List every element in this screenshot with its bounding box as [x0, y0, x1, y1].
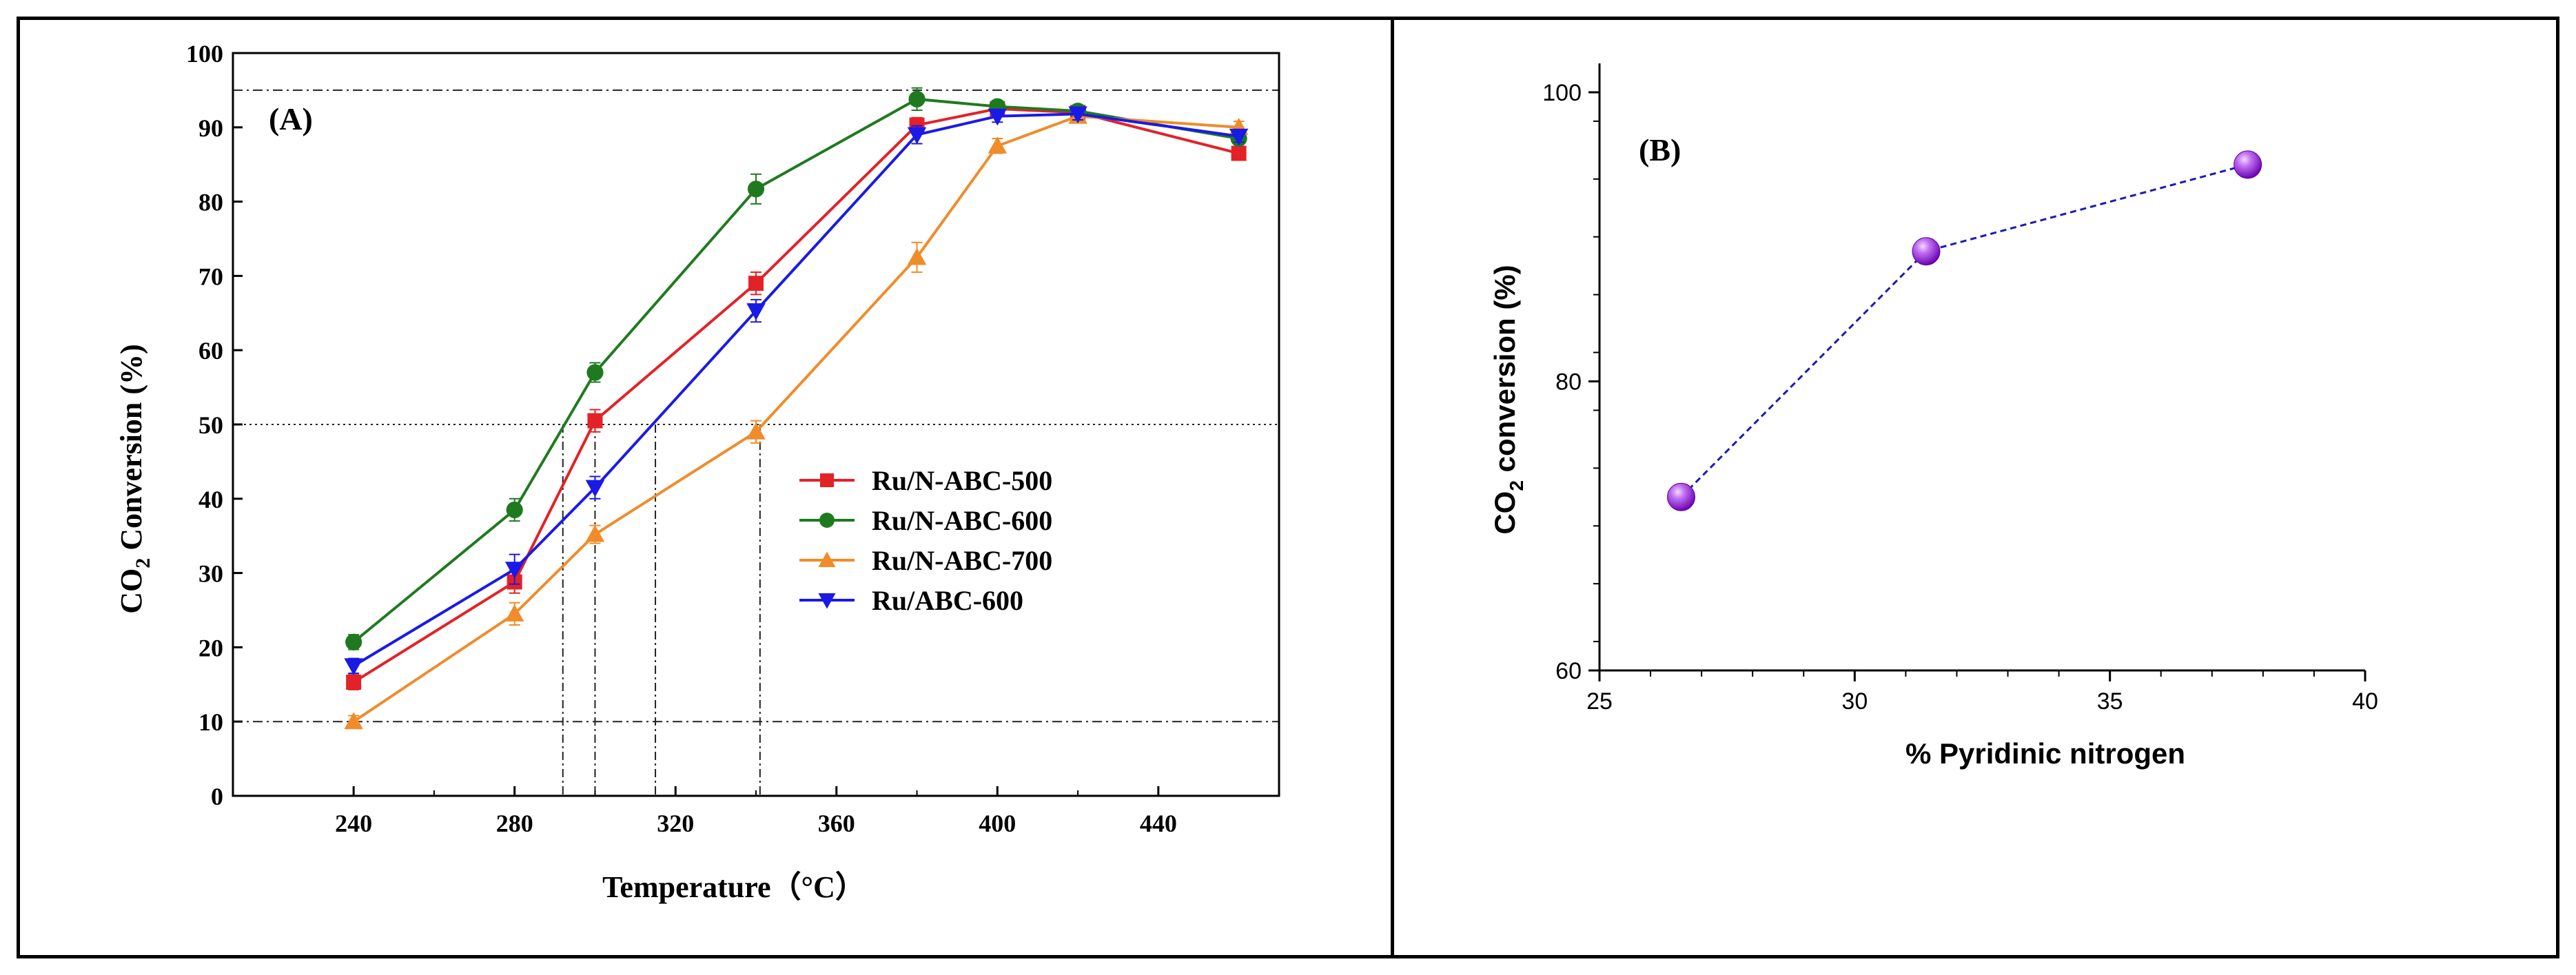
x-tick-label: 440: [1140, 810, 1177, 837]
panel-a-label: (A): [269, 101, 313, 136]
y-tick-label: 60: [1555, 658, 1582, 684]
data-point-0: [748, 276, 764, 291]
y-tick-label: 100: [186, 40, 223, 68]
x-tick-label: 30: [1841, 688, 1868, 715]
data-point-1: [747, 181, 765, 198]
panel-b-y-title-rest: conversion (%): [1489, 265, 1521, 480]
panel-a-x-axis-title: Temperature（°C）: [602, 870, 866, 904]
y-tick-label: 20: [198, 634, 223, 661]
data-point-2: [585, 524, 605, 542]
y-tick-label: 60: [198, 337, 223, 365]
panel-b-plot: 25 30 35 40 60 80 100: [1542, 63, 2378, 715]
legend-label: Ru/N-ABC-700: [872, 545, 1052, 576]
panel-a-y-title-main: CO: [114, 568, 148, 614]
data-point-1: [345, 633, 362, 650]
panel-b-y-title-main: CO: [1489, 491, 1521, 535]
data-point-3: [344, 658, 363, 676]
data-point-0: [1231, 145, 1247, 161]
panel-b-y-axis-title: CO2 conversion (%): [1489, 265, 1527, 534]
y-tick-label: 30: [198, 560, 223, 588]
legend-marker: [818, 593, 836, 609]
y-tick-label: 90: [198, 114, 223, 142]
data-point-2: [988, 136, 1008, 154]
y-tick-label: 80: [1555, 369, 1582, 395]
data-point-2: [344, 712, 363, 730]
data-point-3: [1068, 106, 1087, 124]
y-tick-label: 80: [198, 189, 223, 216]
data-point-1: [586, 364, 604, 381]
x-tick-label: 35: [2097, 688, 2123, 715]
panel-a-plot: 240 280 320 360 400 440 0 10 20 30 40 50 60 70 80 90 100…: [186, 40, 1280, 837]
trend-line: [1680, 163, 2249, 498]
y-tick-label: 10: [198, 708, 223, 736]
series-line-0: [353, 107, 1240, 684]
x-tick-label: 360: [818, 810, 855, 837]
panel-b-y-title-sub: 2: [1506, 480, 1527, 491]
legend-marker: [820, 473, 834, 487]
y-tick-label: 0: [211, 783, 223, 810]
legend-marker: [818, 551, 836, 567]
panel-b-label: (B): [1639, 132, 1681, 167]
x-tick-label: 25: [1586, 688, 1613, 715]
y-tick-label: 40: [198, 486, 223, 513]
data-point-0: [587, 413, 603, 429]
svg-text:CO2 conversion (%): CO2 conversion (%): [1489, 265, 1527, 534]
data-point-3: [1229, 128, 1249, 146]
data-point-3: [907, 127, 927, 145]
x-tick-label: 400: [979, 810, 1016, 837]
data-point: [2233, 150, 2262, 179]
data-point-3: [504, 562, 524, 579]
legend-label: Ru/ABC-600: [872, 585, 1023, 616]
data-point-0: [346, 675, 362, 690]
data-point-2: [907, 247, 927, 265]
data-point-2: [746, 422, 766, 440]
panel-b-frame: [1391, 17, 2559, 958]
data-point: [1667, 482, 1696, 511]
series-line-3: [353, 112, 1239, 668]
x-tick-label: 280: [496, 810, 533, 837]
svg-text:CO2 Conversion (%): CO2 Conversion (%): [114, 344, 154, 613]
data-point-1: [908, 90, 926, 107]
data-point-3: [746, 303, 766, 320]
x-tick-label: 240: [335, 810, 372, 837]
y-tick-label: 70: [198, 263, 223, 290]
legend-label: Ru/N-ABC-600: [872, 505, 1052, 536]
x-tick-label: 40: [2352, 688, 2378, 715]
series-line-1: [352, 97, 1239, 644]
legend-marker: [819, 513, 835, 528]
series-line-2: [353, 114, 1239, 723]
y-tick-label: 50: [198, 411, 223, 439]
panel-a-y-title-sub: 2: [132, 558, 154, 568]
panel-b-x-axis-title: % Pyridinic nitrogen: [1905, 737, 2185, 770]
data-point: [1912, 237, 1941, 266]
data-point-2: [504, 604, 524, 622]
x-tick-label: 320: [657, 810, 694, 837]
legend-label: Ru/N-ABC-500: [872, 465, 1052, 496]
panel-a-y-axis-title: CO2 Conversion (%): [114, 344, 154, 613]
data-point-1: [506, 501, 523, 519]
y-tick-label: 100: [1542, 80, 1582, 106]
data-point-3: [988, 108, 1008, 126]
panel-a-y-title-rest: Conversion (%): [114, 344, 148, 557]
data-point-3: [585, 480, 605, 497]
